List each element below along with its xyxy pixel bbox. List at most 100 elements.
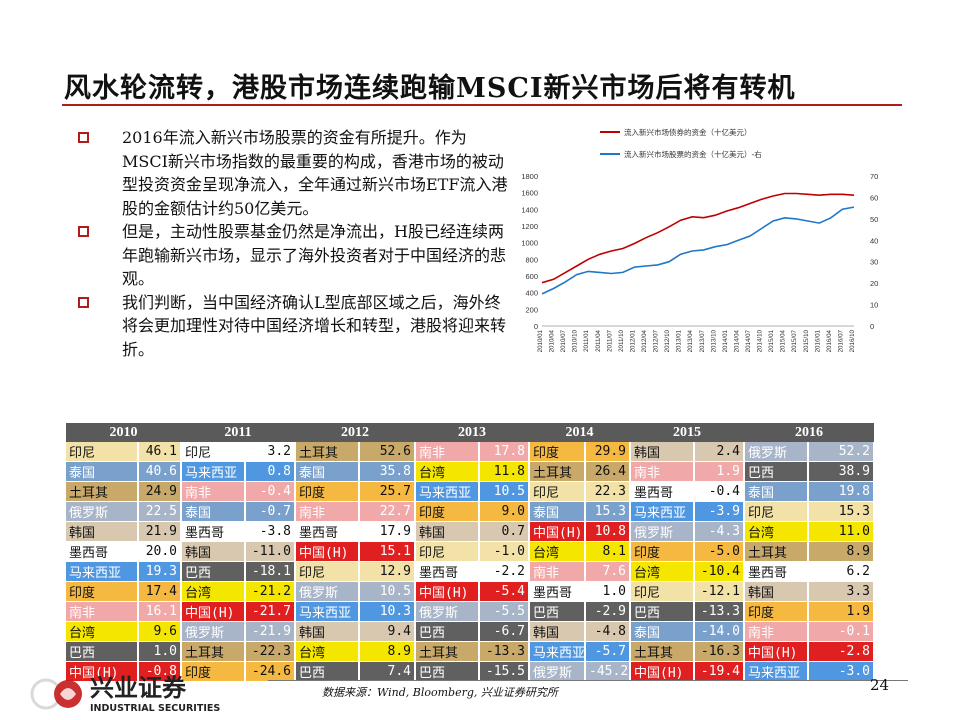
country-cell: 印度 — [630, 541, 696, 562]
return-value-cell: 35.8 — [359, 461, 417, 482]
return-value-cell: -15.5 — [479, 661, 531, 682]
return-value-cell: 15.3 — [585, 501, 632, 522]
table-row: 南非 16.1 中国(H) -21.7 马来西亚 10.3 俄罗斯 -5.5 巴西 -2.9 巴西 -… — [66, 601, 876, 622]
y-right-tick-label: 100 — [870, 301, 878, 310]
returns-table-wrap: 2010 2011 2012 2013 2014 2015 2016 印尼 46.1 印尼 3.2… — [66, 423, 876, 682]
x-tick-label: 2016/10 — [849, 329, 856, 352]
country-cell: 墨西哥 — [529, 581, 587, 602]
return-value-cell: -5.5 — [479, 601, 531, 622]
country-cell: 泰国 — [630, 621, 696, 642]
data-source-note: 数据来源：Wind, Bloomberg, 兴业证券研究所 — [322, 686, 558, 699]
return-value-cell: 21.9 — [138, 521, 182, 542]
return-value-cell: 25.7 — [359, 481, 417, 502]
return-value-cell: 7.6 — [585, 561, 632, 582]
country-cell: 俄罗斯 — [66, 501, 139, 522]
legend-label: 流入新兴市场股票的资金（十亿美元）-右 — [624, 149, 762, 159]
return-value-cell: 15.3 — [808, 501, 876, 522]
return-value-cell: 19.3 — [138, 561, 182, 582]
y-left-tick-label: 1000 — [521, 239, 538, 248]
y-right-tick-label: 0 — [870, 322, 874, 331]
country-cell: 马来西亚 — [66, 561, 139, 582]
y-left-tick-label: 1400 — [521, 205, 538, 214]
bullet-square-icon — [78, 296, 89, 308]
country-cell: 俄罗斯 — [630, 521, 696, 542]
return-value-cell: 9.6 — [138, 621, 182, 642]
return-value-cell: -0.4 — [245, 481, 297, 502]
return-value-cell: -4.8 — [585, 621, 632, 642]
country-cell: 墨西哥 — [630, 481, 696, 502]
country-cell: 马来西亚 — [630, 501, 696, 522]
country-cell: 巴西 — [181, 561, 246, 582]
country-cell: 中国(H) — [66, 661, 139, 682]
x-tick-label: 2015/10 — [803, 329, 810, 352]
return-value-cell: 24.9 — [138, 481, 182, 502]
country-cell: 中国(H) — [630, 661, 696, 682]
year-header: 2014 — [529, 423, 631, 442]
x-tick-label: 2011/01 — [583, 329, 590, 351]
country-cell: 印度 — [66, 581, 139, 602]
country-cell: 俄罗斯 — [415, 601, 481, 622]
country-cell: 墨西哥 — [181, 521, 246, 542]
country-cell: 泰国 — [181, 501, 246, 522]
return-value-cell: 7.4 — [359, 661, 417, 682]
return-value-cell: 0.8 — [245, 461, 297, 482]
x-tick-label: 2015/01 — [768, 329, 775, 352]
country-cell: 台湾 — [744, 521, 810, 542]
return-value-cell: -5.7 — [585, 641, 632, 662]
company-logo: 兴业证券 INDUSTRIAL SECURITIES — [30, 674, 220, 714]
country-cell: 中国(H) — [181, 601, 246, 622]
country-cell: 巴西 — [415, 661, 481, 682]
return-value-cell: -14.0 — [694, 621, 746, 642]
return-value-cell: 9.0 — [479, 501, 531, 522]
return-value-cell: 52.6 — [359, 442, 417, 462]
return-value-cell: -1.0 — [479, 541, 531, 562]
country-cell: 南非 — [415, 442, 481, 462]
return-value-cell: 19.8 — [808, 481, 876, 502]
return-value-cell: -18.1 — [245, 561, 297, 582]
y-left-tick-label: 1600 — [521, 189, 538, 198]
country-cell: 巴西 — [744, 461, 810, 482]
country-cell: 土耳其 — [415, 641, 481, 662]
return-value-cell: 10.5 — [479, 481, 531, 502]
return-value-cell: 3.3 — [808, 581, 876, 602]
x-tick-label: 2010/01 — [537, 329, 544, 352]
country-cell: 印尼 — [181, 442, 246, 462]
return-value-cell: -6.7 — [479, 621, 531, 642]
x-tick-label: 2012/04 — [641, 329, 648, 352]
x-tick-label: 2014/01 — [722, 329, 729, 352]
country-cell: 台湾 — [66, 621, 139, 642]
return-value-cell: 3.2 — [245, 442, 297, 462]
return-value-cell: 10.5 — [359, 581, 417, 602]
country-cell: 墨西哥 — [744, 561, 810, 582]
country-cell: 土耳其 — [529, 461, 587, 482]
country-cell: 台湾 — [529, 541, 587, 562]
return-value-cell: 6.2 — [808, 561, 876, 582]
return-value-cell: 40.6 — [138, 461, 182, 482]
return-value-cell: 2.4 — [694, 442, 746, 462]
return-value-cell: -0.7 — [245, 501, 297, 522]
y-right-tick-label: 300 — [870, 258, 878, 267]
country-cell: 印尼 — [295, 561, 361, 582]
country-cell: 台湾 — [181, 581, 246, 602]
country-cell: 印尼 — [529, 481, 587, 502]
legend-label: 流入新兴市场债券的资金（十亿美元） — [624, 127, 752, 137]
y-right-tick-label: 600 — [870, 193, 878, 202]
x-tick-label: 2010/04 — [549, 329, 556, 352]
return-value-cell: 22.5 — [138, 501, 182, 522]
y-left-tick-label: 0 — [534, 322, 538, 331]
return-value-cell: -0.8 — [138, 661, 182, 682]
country-cell: 印度 — [529, 442, 587, 462]
slide-title: 风水轮流转，港股市场连续跑输MSCI新兴市场后将有转机 — [64, 73, 796, 104]
country-cell: 巴西 — [295, 661, 361, 682]
country-cell: 南非 — [529, 561, 587, 582]
return-value-cell: 10.8 — [585, 521, 632, 542]
return-value-cell: -3.8 — [245, 521, 297, 542]
country-cell: 巴西 — [529, 601, 587, 622]
x-tick-label: 2014/07 — [745, 329, 752, 352]
return-value-cell: 1.9 — [694, 461, 746, 482]
return-value-cell: -10.4 — [694, 561, 746, 582]
x-tick-label: 2012/10 — [664, 329, 671, 352]
country-cell: 泰国 — [529, 501, 587, 522]
return-value-cell: -4.3 — [694, 521, 746, 542]
country-cell: 南非 — [630, 461, 696, 482]
